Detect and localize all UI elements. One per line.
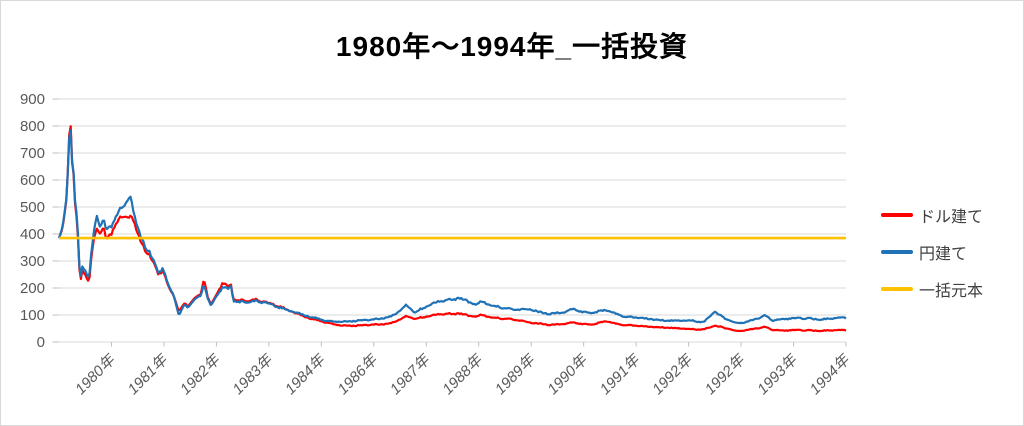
legend-label-dollar: ドル建て bbox=[919, 209, 984, 226]
x-axis-label: 1986年 bbox=[334, 350, 382, 398]
x-axis-label: 1991年 bbox=[597, 350, 645, 398]
x-axis-label: 1994年 bbox=[807, 350, 855, 398]
y-axis-label: 400 bbox=[20, 226, 45, 243]
x-axis-label: 1989年 bbox=[492, 350, 540, 398]
legend-label-principal: 一括元本 bbox=[919, 283, 984, 300]
x-axis-label: 1984年 bbox=[282, 350, 330, 398]
x-axis-label: 1993年 bbox=[754, 350, 802, 398]
x-axis-label: 1982年 bbox=[177, 350, 225, 398]
y-axis-label: 300 bbox=[20, 253, 45, 270]
yen-line-swatch-icon bbox=[881, 250, 913, 254]
x-axis-label: 1992年 bbox=[702, 350, 750, 398]
x-axis-label: 1981年 bbox=[125, 350, 173, 398]
legend-label-yen: 円建て bbox=[919, 246, 968, 263]
x-axis-label: 1988年 bbox=[439, 350, 487, 398]
y-axis-label: 900 bbox=[20, 91, 45, 108]
chart-title: 1980年～1994年_一括投資 bbox=[335, 31, 689, 62]
principal-line-swatch-icon bbox=[881, 287, 913, 291]
y-axis-label: 700 bbox=[20, 145, 45, 162]
x-axis-label: 1983年 bbox=[229, 350, 277, 398]
x-axis-label: 1980年 bbox=[72, 350, 120, 398]
legend: ドル建て 円建て 一括元本 bbox=[881, 203, 983, 301]
legend-item-yen: 円建て bbox=[881, 240, 983, 264]
y-axis-label: 600 bbox=[20, 172, 45, 189]
legend-item-principal: 一括元本 bbox=[881, 277, 983, 301]
dollar-line-swatch-icon bbox=[881, 213, 913, 217]
legend-item-dollar: ドル建て bbox=[881, 203, 983, 227]
y-axis-label: 100 bbox=[20, 307, 45, 324]
y-axis-label: 500 bbox=[20, 199, 45, 216]
y-axis-label: 800 bbox=[20, 118, 45, 135]
y-axis-label: 0 bbox=[37, 334, 45, 351]
x-axis-label: 1990年 bbox=[544, 350, 592, 398]
x-axis-label: 1992年 bbox=[649, 350, 697, 398]
series-yen-line bbox=[57, 129, 847, 325]
x-axis-label: 1987年 bbox=[387, 350, 435, 398]
y-axis-label: 200 bbox=[20, 280, 45, 297]
